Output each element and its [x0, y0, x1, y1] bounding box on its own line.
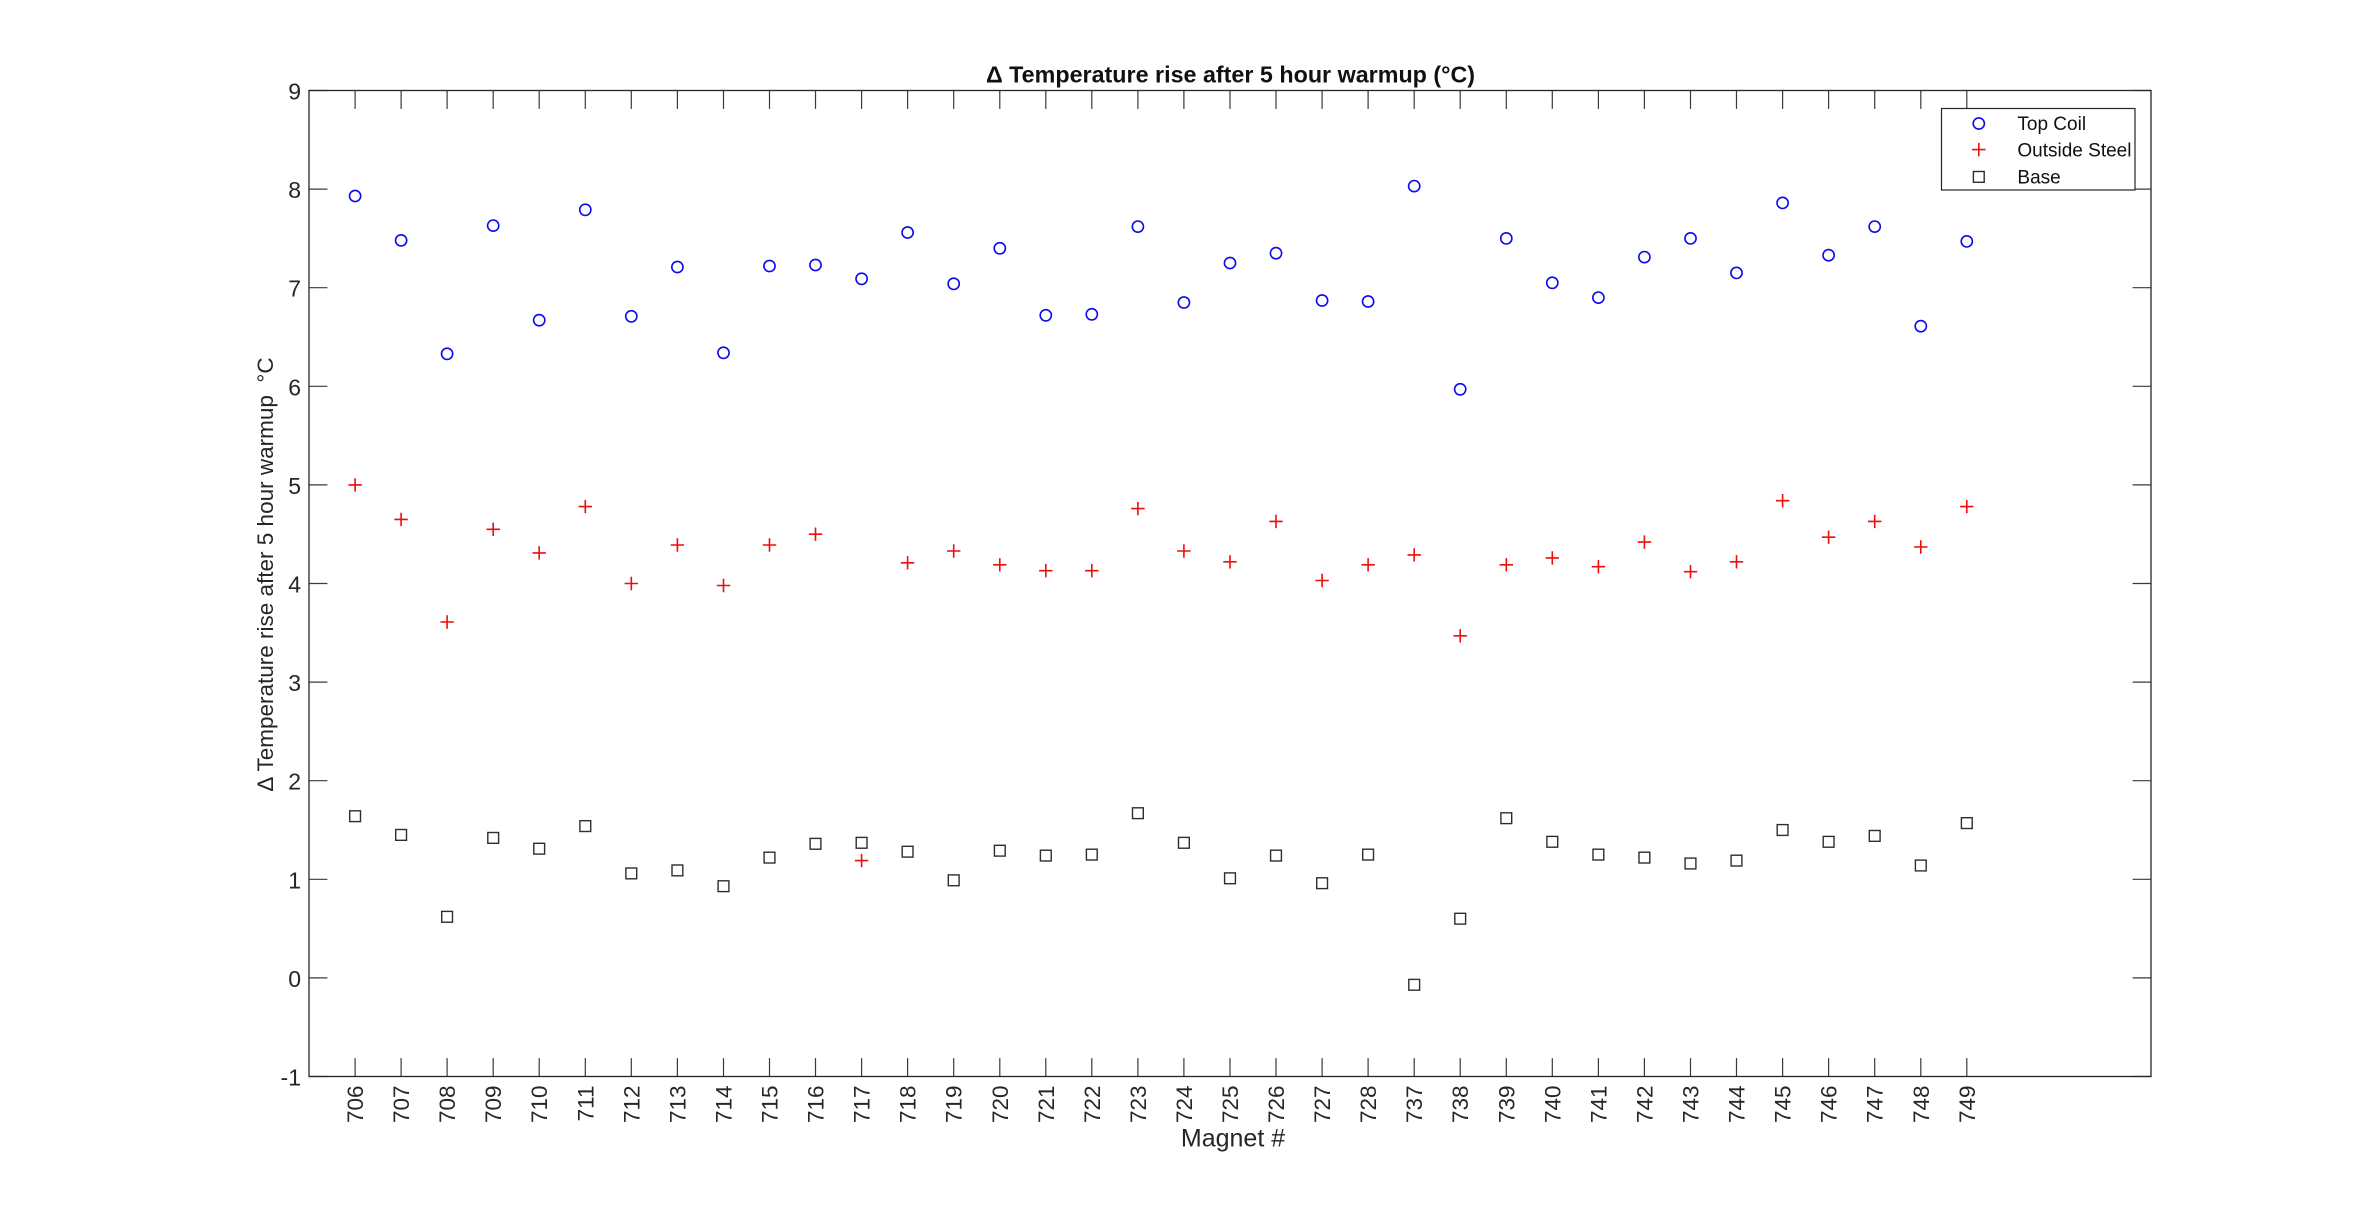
svg-text:719: 719 [942, 1086, 967, 1124]
svg-text:745: 745 [1771, 1086, 1796, 1124]
svg-text:Magnet #: Magnet # [1181, 1125, 1285, 1153]
svg-text:749: 749 [1955, 1086, 1980, 1124]
svg-text:744: 744 [1725, 1086, 1750, 1124]
svg-text:713: 713 [665, 1086, 690, 1124]
svg-text:741: 741 [1586, 1086, 1611, 1124]
svg-text:Δ Temperature rise after 5 hou: Δ Temperature rise after 5 hour warmup °… [253, 357, 278, 791]
svg-text:Δ Temperature rise after 5 hou: Δ Temperature rise after 5 hour warmup (… [986, 62, 1475, 88]
svg-text:709: 709 [481, 1086, 506, 1124]
svg-text:3: 3 [288, 670, 301, 696]
svg-text:728: 728 [1356, 1086, 1381, 1124]
svg-text:-1: -1 [281, 1065, 301, 1091]
svg-text:Outside Steel: Outside Steel [2017, 140, 2131, 161]
svg-text:Base: Base [2017, 168, 2060, 189]
svg-text:716: 716 [804, 1086, 829, 1124]
svg-text:748: 748 [1909, 1086, 1934, 1124]
svg-text:726: 726 [1264, 1086, 1289, 1124]
svg-text:707: 707 [389, 1086, 414, 1124]
svg-text:722: 722 [1080, 1086, 1105, 1124]
svg-text:0: 0 [288, 966, 301, 992]
svg-text:740: 740 [1540, 1086, 1565, 1124]
svg-text:9: 9 [288, 79, 301, 105]
svg-text:727: 727 [1310, 1086, 1335, 1124]
svg-text:Top Coil: Top Coil [2017, 114, 2086, 135]
svg-text:2: 2 [288, 769, 301, 795]
svg-text:706: 706 [343, 1086, 368, 1124]
svg-text:723: 723 [1126, 1086, 1151, 1124]
svg-text:737: 737 [1402, 1086, 1427, 1124]
svg-text:715: 715 [758, 1086, 783, 1124]
svg-text:711: 711 [573, 1086, 598, 1122]
svg-text:738: 738 [1448, 1086, 1473, 1124]
svg-text:8: 8 [288, 177, 301, 203]
svg-text:724: 724 [1172, 1086, 1197, 1124]
svg-text:6: 6 [288, 374, 301, 400]
svg-text:747: 747 [1863, 1086, 1888, 1124]
svg-text:4: 4 [288, 572, 301, 598]
svg-text:712: 712 [619, 1086, 644, 1124]
svg-text:721: 721 [1034, 1086, 1059, 1124]
svg-text:708: 708 [435, 1086, 460, 1124]
svg-text:717: 717 [850, 1086, 875, 1124]
svg-text:743: 743 [1679, 1086, 1704, 1124]
svg-text:1: 1 [288, 867, 301, 893]
svg-text:746: 746 [1817, 1086, 1842, 1124]
svg-text:714: 714 [712, 1086, 737, 1124]
svg-text:5: 5 [288, 473, 301, 499]
svg-text:725: 725 [1218, 1086, 1243, 1124]
svg-text:739: 739 [1494, 1086, 1519, 1124]
svg-text:710: 710 [527, 1086, 552, 1124]
svg-text:742: 742 [1632, 1086, 1657, 1124]
svg-text:7: 7 [288, 276, 301, 302]
svg-text:718: 718 [896, 1086, 921, 1124]
svg-text:720: 720 [988, 1086, 1013, 1124]
